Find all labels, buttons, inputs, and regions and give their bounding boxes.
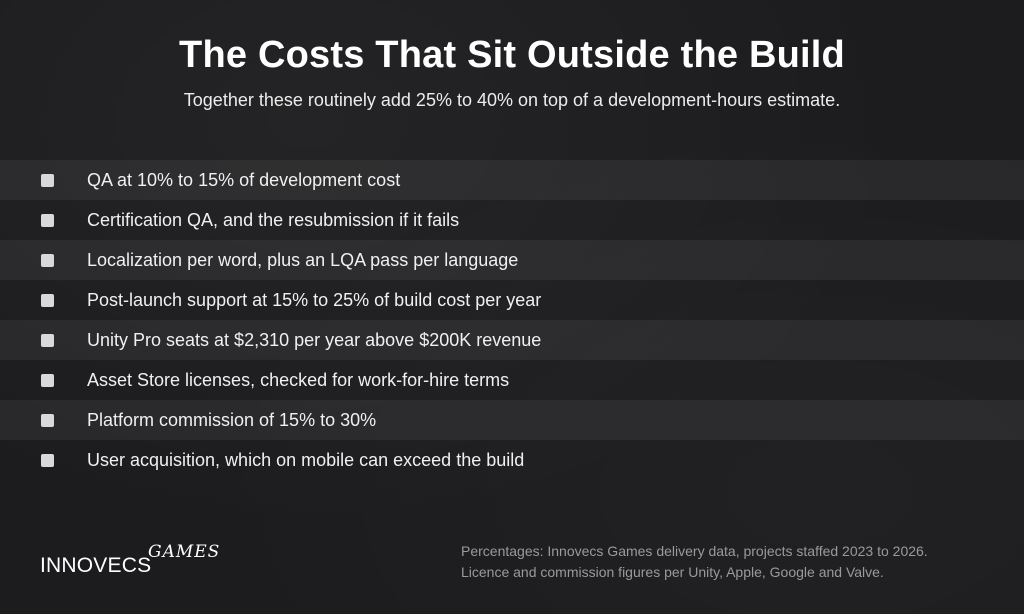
- checkbox-icon: [41, 214, 54, 227]
- checklist-item: Post-launch support at 15% to 25% of bui…: [0, 280, 1024, 320]
- cost-checklist: QA at 10% to 15% of development cost Cer…: [0, 160, 1024, 480]
- checklist-item-label: Asset Store licenses, checked for work-f…: [87, 370, 510, 390]
- logo-script-mark: GAMES: [148, 542, 221, 562]
- checklist-item-label: Unity Pro seats at $2,310 per year above…: [87, 330, 542, 350]
- checkbox-icon: [41, 294, 54, 307]
- source-note-line: Licence and commission figures per Unity…: [461, 564, 884, 580]
- checkbox-icon: [41, 174, 54, 187]
- page-title: The Costs That Sit Outside the Build: [179, 34, 845, 76]
- checklist-item-label: Post-launch support at 15% to 25% of bui…: [87, 290, 542, 310]
- checklist-item: Unity Pro seats at $2,310 per year above…: [0, 320, 1024, 360]
- logo-wordmark: INNOVECS: [40, 554, 152, 577]
- checkbox-icon: [41, 374, 54, 387]
- checklist-item: Platform commission of 15% to 30%: [0, 400, 1024, 440]
- page-subtitle: Together these routinely add 25% to 40% …: [183, 90, 841, 110]
- checkbox-icon: [41, 414, 54, 427]
- checklist-item: Certification QA, and the resubmission i…: [0, 200, 1024, 240]
- source-note-line: Percentages: Innovecs Games delivery dat…: [461, 543, 928, 559]
- checklist-item-label: Certification QA, and the resubmission i…: [87, 210, 460, 230]
- checklist-item: Asset Store licenses, checked for work-f…: [0, 360, 1024, 400]
- checklist-item-label: User acquisition, which on mobile can ex…: [87, 450, 525, 470]
- checkbox-icon: [41, 454, 54, 467]
- checklist-item-label: Localization per word, plus an LQA pass …: [87, 250, 519, 270]
- source-note: Percentages: Innovecs Games delivery dat…: [461, 541, 928, 583]
- checklist-item: QA at 10% to 15% of development cost: [0, 160, 1024, 200]
- checkbox-icon: [41, 254, 54, 267]
- checklist-item: User acquisition, which on mobile can ex…: [0, 440, 1024, 480]
- checklist-item-label: QA at 10% to 15% of development cost: [87, 170, 401, 190]
- checklist-item: Localization per word, plus an LQA pass …: [0, 240, 1024, 280]
- checklist-item-label: Platform commission of 15% to 30%: [87, 410, 377, 430]
- checkbox-icon: [41, 334, 54, 347]
